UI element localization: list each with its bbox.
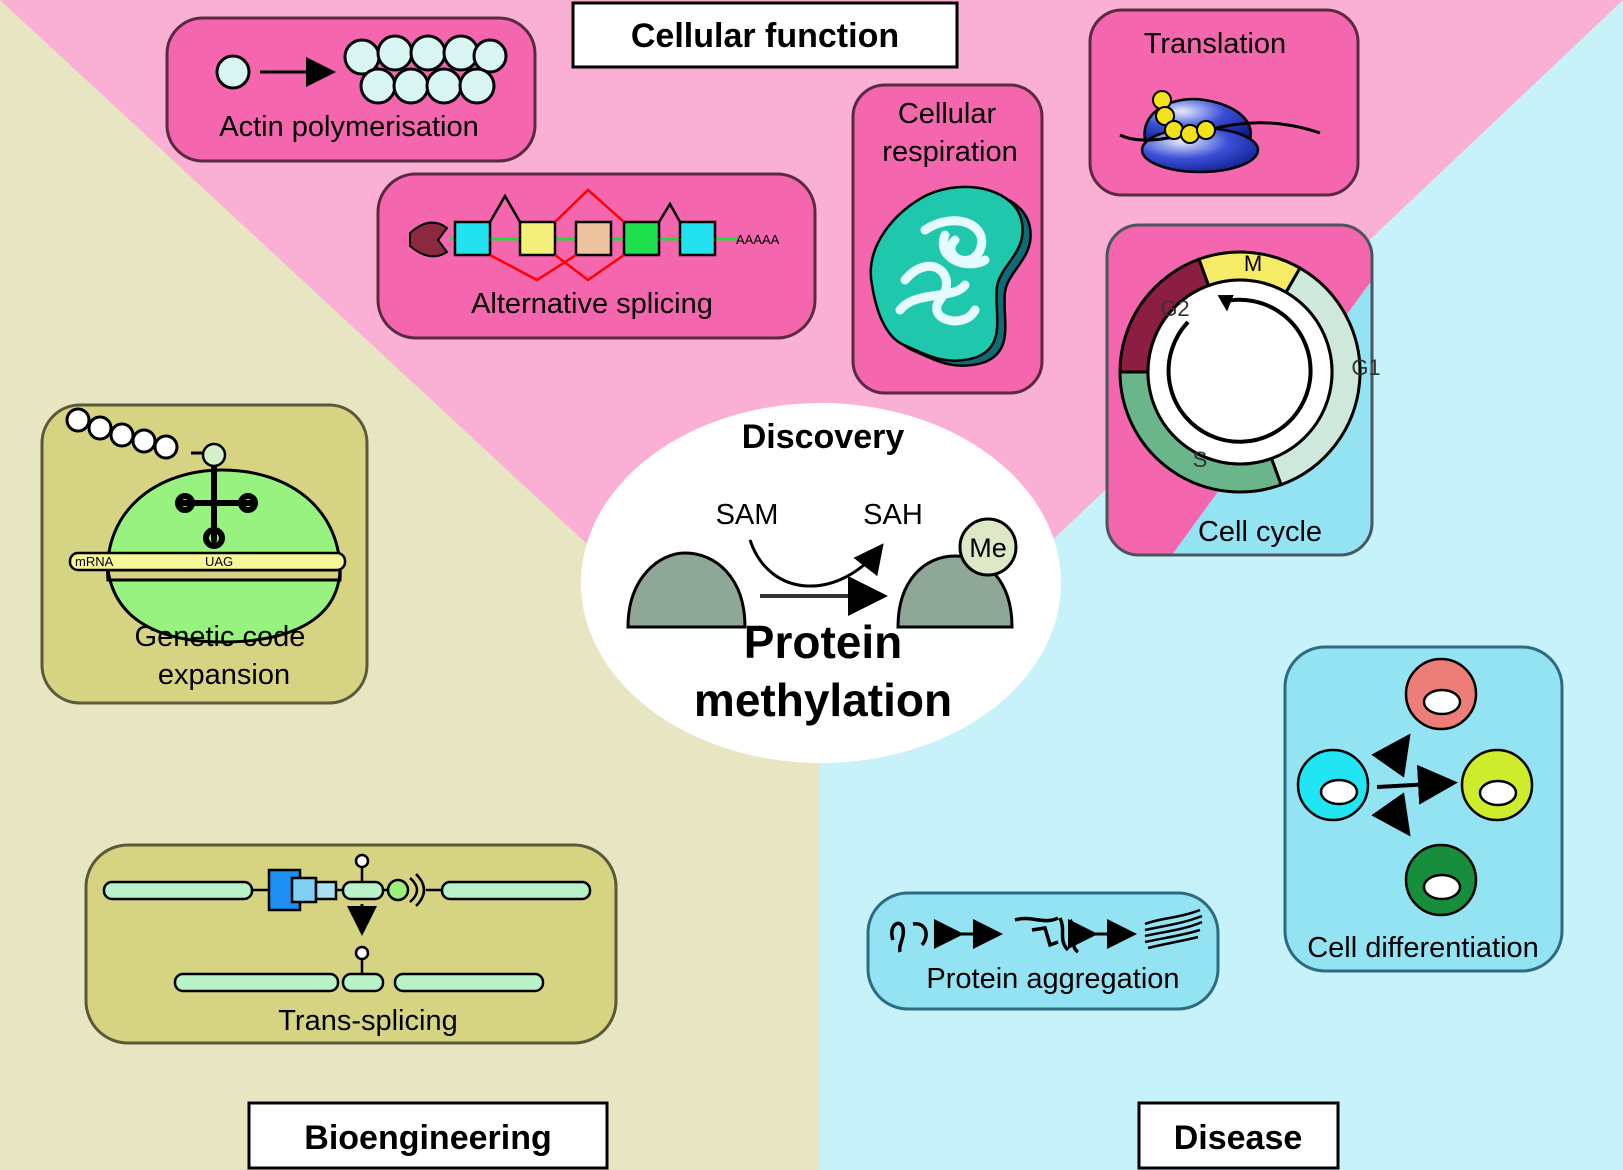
cell-cycle-label: Cell cycle [1198, 516, 1322, 548]
sam-label: SAM [716, 499, 779, 531]
actin-filament [343, 34, 508, 105]
sam-to-sah-arrow [748, 539, 884, 588]
center-ellipse [581, 403, 1061, 763]
five-prime-cap [409, 221, 449, 258]
alternative-splicing-panel: AAAAA Alternative splicing [376, 172, 817, 340]
translation-panel: Translation [1088, 8, 1360, 197]
genetic-code-expansion-label-line2: expansion [158, 659, 290, 691]
cell-cycle-wheel [1118, 250, 1362, 494]
mrna-strand [68, 551, 347, 572]
poly-a-tail: AAAAA [736, 232, 780, 247]
cellular-respiration-label-line1: Cellular [898, 98, 997, 130]
cellular-respiration-label-line2: respiration [882, 136, 1017, 168]
translation-label: Translation [1144, 28, 1286, 60]
differentiated-cell-lime [1460, 748, 1534, 822]
cell-cycle-panel: M G1 G2 S Cell cycle [1105, 223, 1381, 557]
cellular-respiration-panel: Cellular respiration [851, 83, 1044, 395]
cell-differentiation-label: Cell differentiation [1307, 932, 1539, 964]
trna-icon [175, 462, 258, 549]
oligomer-icon [1014, 916, 1080, 954]
genetic-code-expansion-label-line1: Genetic code [135, 621, 306, 653]
mrna-label: mRNA [75, 554, 114, 569]
stem-cell-icon [1296, 748, 1370, 822]
split-intein-precursor [102, 880, 592, 901]
differentiated-cell-red [1404, 657, 1478, 731]
cellular-function-title: Cellular function [631, 17, 899, 55]
phase-g1-label: G1 [1351, 355, 1380, 380]
actin-polymerisation-label: Actin polymerisation [219, 111, 479, 143]
codon-label: UAG [205, 554, 233, 569]
splice-junction-top [554, 188, 625, 223]
trans-splicing-panel: Trans-splicing [84, 843, 618, 1045]
fibril-icon [1144, 908, 1203, 950]
genetic-code-expansion-panel: mRNA UAG Genetic code expansion [40, 403, 369, 705]
methyl-group [958, 517, 1018, 577]
disease-title-box: Disease [1137, 1101, 1340, 1170]
bioengineering-title-box: Bioengineering [247, 1101, 609, 1170]
trans-splicing-label: Trans-splicing [278, 1005, 457, 1037]
spliced-product [173, 972, 545, 993]
ribosome-icon [1119, 90, 1321, 174]
differentiated-cell-green [1404, 843, 1478, 917]
cycle-arrow [1166, 297, 1313, 444]
phase-g2-label: G2 [1160, 296, 1189, 321]
alternative-splicing-label: Alternative splicing [471, 288, 713, 320]
disease-title: Disease [1174, 1119, 1303, 1157]
actin-monomer [215, 54, 251, 90]
protein-methylation-center: Discovery SAM SAH Me Protein methylation [581, 403, 1061, 763]
methyl-label: Me [969, 533, 1007, 563]
protein-methylation-title-line2: methylation [694, 674, 952, 726]
discovery-label: Discovery [742, 418, 905, 456]
monomer-icon [890, 921, 928, 953]
bioengineering-title: Bioengineering [304, 1119, 551, 1157]
substrate-protein [626, 551, 747, 629]
amino-acid-chain [65, 407, 179, 460]
splice-junction-bottom-right [554, 253, 625, 282]
phase-m-label: M [1244, 251, 1262, 276]
exons [453, 220, 717, 257]
sah-label: SAH [863, 499, 923, 531]
phase-s-label: S [1193, 447, 1208, 472]
cell-differentiation-panel: Cell differentiation [1283, 645, 1564, 973]
actin-polymerisation-panel: Actin polymerisation [165, 16, 537, 163]
protein-aggregation-panel: Protein aggregation [866, 891, 1220, 1011]
protein-methylation-title-line1: Protein [744, 616, 902, 668]
splice-junction-bottom-left [489, 253, 577, 282]
cellular-function-title-box: Cellular function [571, 1, 959, 69]
mitochondrion-icon [869, 185, 1032, 367]
protein-aggregation-label: Protein aggregation [926, 963, 1179, 995]
